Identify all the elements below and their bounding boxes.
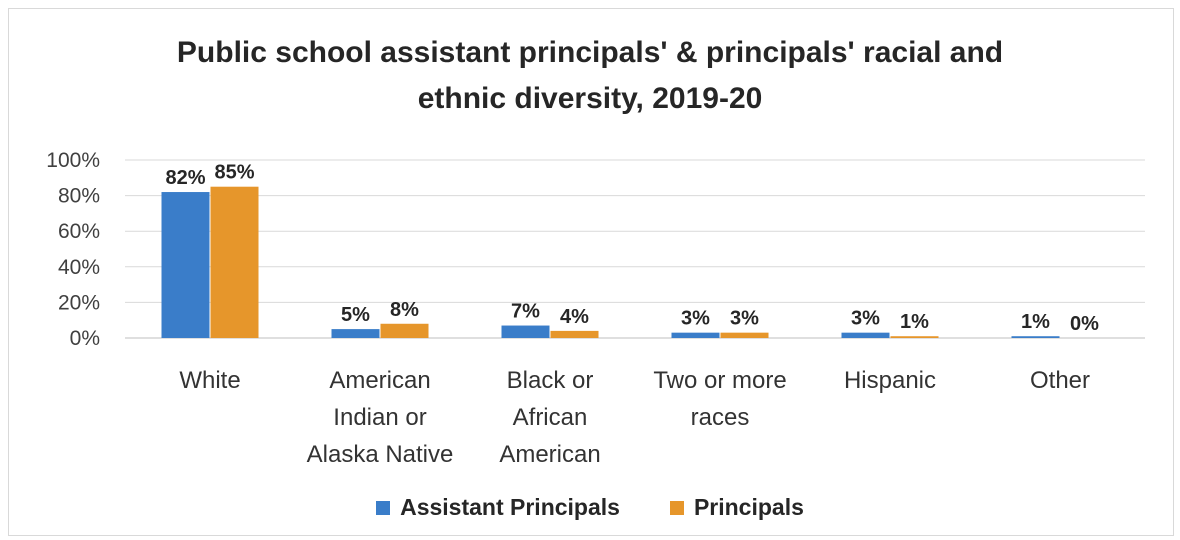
x-category-label: American [329, 367, 430, 394]
bar [671, 332, 720, 338]
data-label: 5% [341, 304, 370, 326]
legend-item-assistant-principals: Assistant Principals [376, 494, 620, 521]
data-label: 3% [851, 308, 880, 330]
y-tick-label: 100% [46, 149, 100, 172]
bar [890, 336, 939, 338]
data-label: 3% [681, 308, 710, 330]
x-category-label: Alaska Native [307, 441, 454, 468]
x-category-label: Other [1030, 367, 1090, 394]
x-category-label: African [513, 404, 588, 431]
x-category-label: American [499, 441, 600, 468]
x-category-label: Hispanic [844, 367, 936, 394]
data-label: 0% [1070, 313, 1099, 335]
y-tick-label: 60% [58, 220, 100, 243]
legend-label-assistant-principals: Assistant Principals [400, 494, 620, 520]
bar [331, 329, 380, 338]
y-tick-label: 40% [58, 256, 100, 279]
x-category-label: races [691, 404, 750, 431]
legend-swatch-assistant-principals [376, 500, 391, 515]
data-label: 3% [730, 308, 759, 330]
legend: Assistant Principals Principals [0, 494, 1180, 521]
legend-label-principals: Principals [693, 494, 804, 520]
data-label: 1% [1021, 311, 1050, 333]
x-category-label: Black or [507, 367, 594, 394]
bar [550, 330, 599, 338]
legend-item-principals: Principals [669, 494, 804, 521]
bar [720, 332, 769, 338]
x-category-label: White [179, 367, 240, 394]
data-label: 85% [214, 162, 254, 184]
data-label: 82% [165, 167, 205, 189]
bar [210, 186, 259, 338]
legend-swatch-principals [669, 500, 684, 515]
x-category-label: Two or more [653, 367, 786, 394]
x-category-label: Indian or [333, 404, 426, 431]
bar [161, 192, 210, 338]
y-tick-label: 20% [58, 291, 100, 314]
bar [841, 332, 890, 338]
data-label: 8% [390, 299, 419, 321]
y-tick-label: 80% [58, 185, 100, 208]
y-tick-label: 0% [70, 327, 100, 350]
bar [380, 323, 429, 338]
chart-title: Public school assistant principals' & pr… [176, 36, 1004, 115]
data-label: 4% [560, 306, 589, 328]
bar [1011, 336, 1060, 338]
data-label: 7% [511, 301, 540, 323]
bar [501, 325, 550, 338]
data-label: 1% [900, 311, 929, 333]
